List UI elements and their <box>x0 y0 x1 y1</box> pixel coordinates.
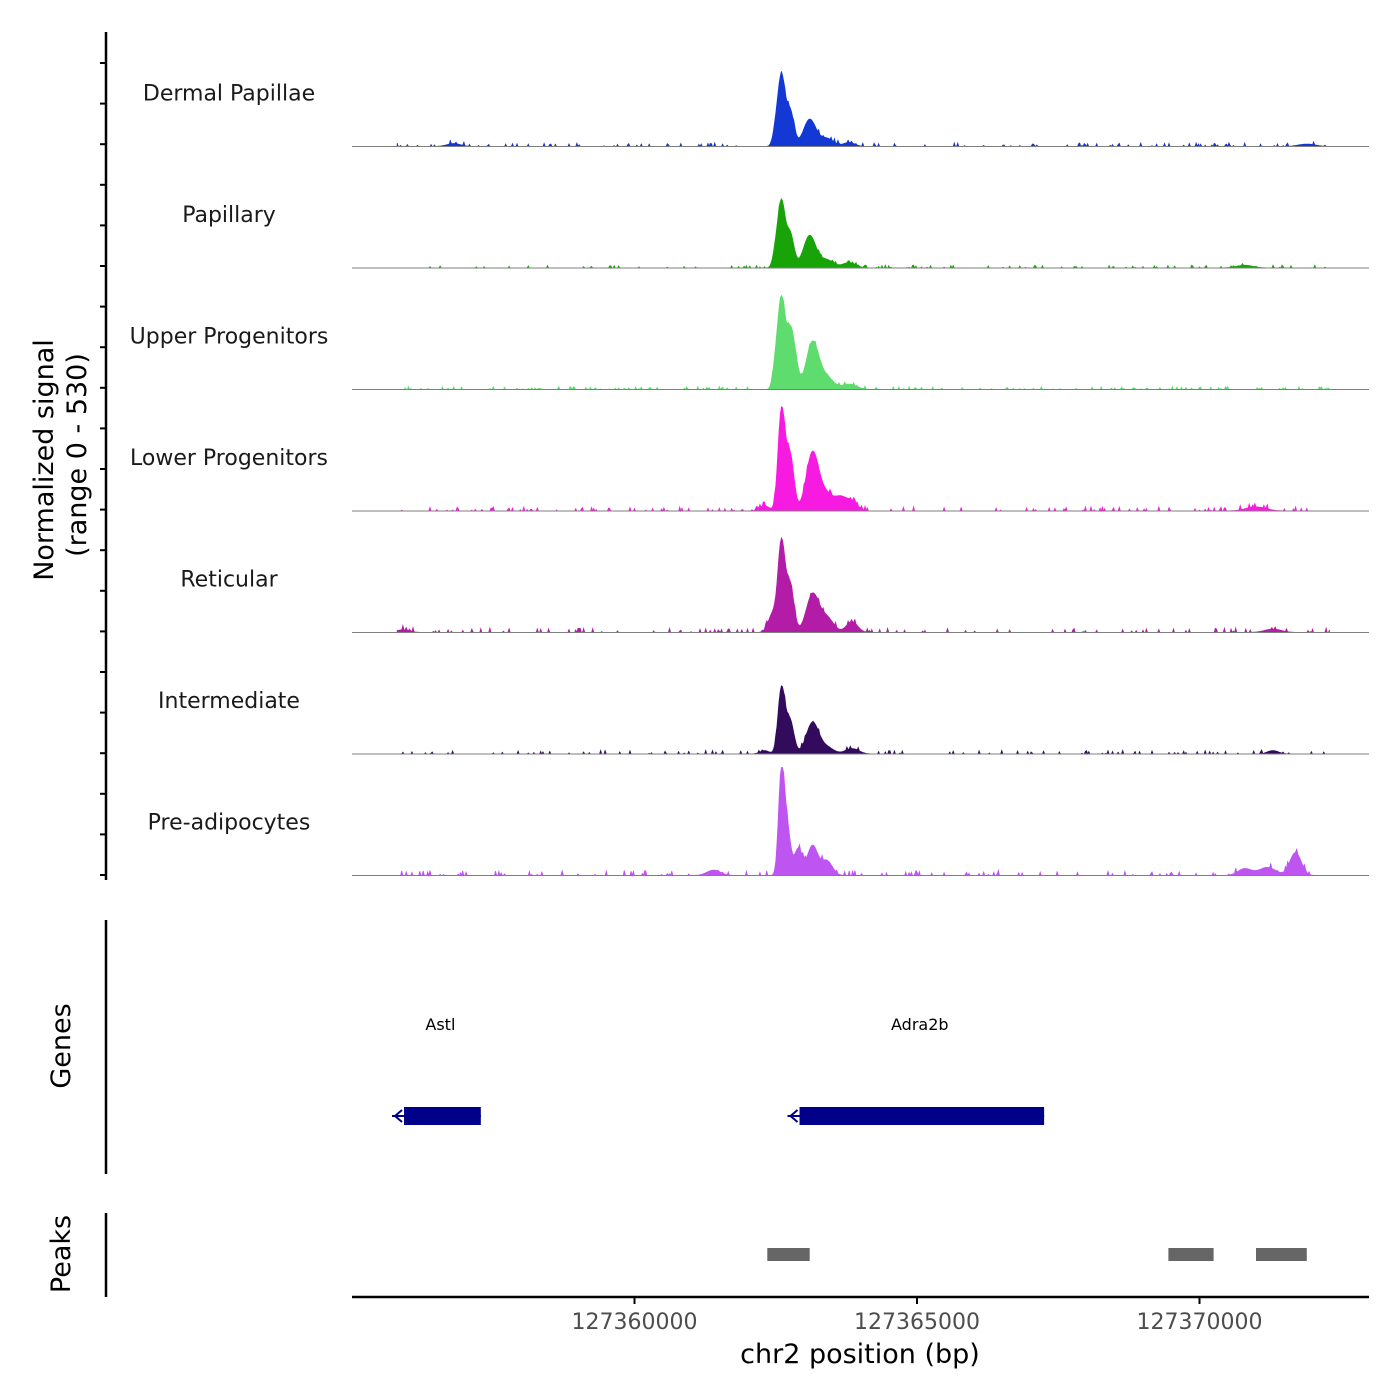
peak-region-1 <box>767 1248 810 1261</box>
track-reticular: Reticular <box>180 536 1369 634</box>
x-tick-label: 127360000 <box>572 1310 698 1335</box>
track-label-dermal-papillae: Dermal Papillae <box>143 82 315 107</box>
x-axis-ticks: 127360000 127365000 127370000 <box>572 1297 1263 1335</box>
coverage-area-lower-progenitors <box>397 405 1330 513</box>
coverage-area-upper-progenitors <box>397 294 1331 391</box>
track-label-lower-progenitors: Lower Progenitors <box>130 446 328 471</box>
coverage-area-intermediate <box>397 685 1330 756</box>
genes-panel-title: Genes <box>46 1003 77 1088</box>
coverage-area-pre-adipocytes <box>397 767 1330 878</box>
coverage-area-reticular <box>396 536 1330 634</box>
peak-region-2 <box>1168 1248 1214 1261</box>
peak-regions <box>767 1248 1307 1261</box>
x-axis-title: chr2 position (bp) <box>740 1339 980 1370</box>
peaks-panel-title: Peaks <box>46 1215 77 1293</box>
gene-adra2b: Adra2b <box>787 1015 1045 1125</box>
gene-exon-adra2b <box>799 1107 1045 1125</box>
x-tick-label: 127365000 <box>854 1310 980 1335</box>
track-dermal-papillae: Dermal Papillae <box>143 71 1369 148</box>
gene-label-astl: Astl <box>425 1015 455 1034</box>
track-label-upper-progenitors: Upper Progenitors <box>130 325 329 350</box>
track-pre-adipocytes: Pre-adipocytes <box>148 767 1369 878</box>
track-label-reticular: Reticular <box>180 568 278 593</box>
y-axis-title-line2: (range 0 - 530) <box>62 353 93 557</box>
peak-region-3 <box>1256 1248 1307 1261</box>
coverage-tracks: Dermal Papillae Papillary Upper Progenitor… <box>130 71 1369 878</box>
gene-label-adra2b: Adra2b <box>891 1015 949 1034</box>
track-label-papillary: Papillary <box>182 203 276 228</box>
signal-y-axis-ticks <box>100 62 106 876</box>
coverage-area-papillary <box>397 197 1330 269</box>
x-tick-label: 127370000 <box>1137 1310 1263 1335</box>
track-label-intermediate: Intermediate <box>158 689 300 714</box>
gene-annotations: Astl Adra2b <box>392 1015 1045 1125</box>
track-papillary: Papillary <box>182 197 1369 269</box>
coverage-area-dermal-papillae <box>396 71 1330 148</box>
strand-arrow-icon <box>393 1109 403 1123</box>
gene-exon-astl <box>404 1107 481 1125</box>
track-label-pre-adipocytes: Pre-adipocytes <box>148 811 311 836</box>
strand-arrow-icon <box>788 1109 799 1123</box>
gene-astl: Astl <box>392 1015 481 1125</box>
track-lower-progenitors: Lower Progenitors <box>130 405 1369 513</box>
track-intermediate: Intermediate <box>158 685 1369 756</box>
y-axis-title-line1: Normalized signal <box>29 339 60 581</box>
track-upper-progenitors: Upper Progenitors <box>130 294 1369 391</box>
